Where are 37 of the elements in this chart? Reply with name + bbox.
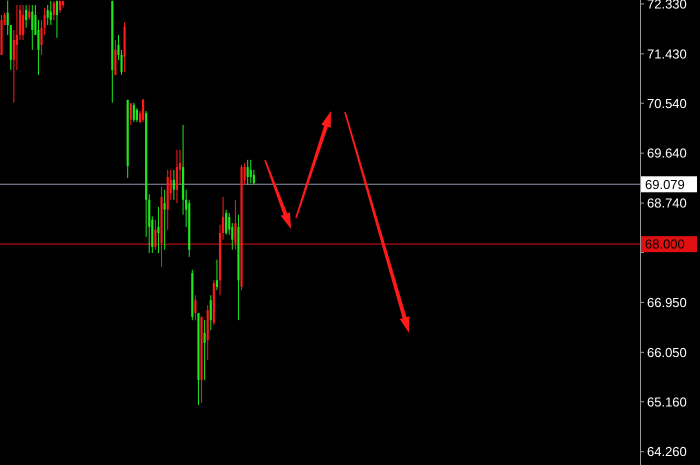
y-tick-label: 70.540 [647,96,687,111]
y-tick-label: 64.260 [647,444,687,460]
candlestick [132,102,135,123]
candlestick [210,294,212,331]
candlestick [172,169,175,200]
ref-line-label: 69.079 [645,176,685,192]
candlestick [246,159,249,186]
y-tick-label: 68.740 [647,196,687,211]
ref-line-label: 68.000 [645,236,685,252]
candlestick [225,209,228,236]
candlestick [157,206,160,254]
candlestick [216,259,218,291]
candlestick [164,189,166,250]
candlestick [37,19,40,76]
candlestick [46,4,49,26]
candlestick [142,98,144,123]
y-tick-label: 66.950 [647,294,687,310]
candlestick [176,149,178,204]
candlestick [250,159,252,184]
candlestick [28,4,30,20]
candlestick [130,102,132,126]
candlestick [58,0,62,14]
candlestick [194,294,196,321]
y-tick-label: 66.050 [647,344,687,360]
candlestick [22,4,24,40]
candlestick [25,4,28,28]
candlestick [50,0,52,26]
candlestick [31,4,34,50]
candlestick [234,199,236,250]
candlestick [136,108,138,123]
candlestick [52,0,55,20]
candlestick [56,0,58,38]
candlestick [154,219,156,250]
y-tick-label: 69.640 [647,146,687,161]
candlestick [204,320,206,381]
y-tick-label: 71.430 [647,46,687,62]
y-tick-label: 65.160 [647,394,687,410]
